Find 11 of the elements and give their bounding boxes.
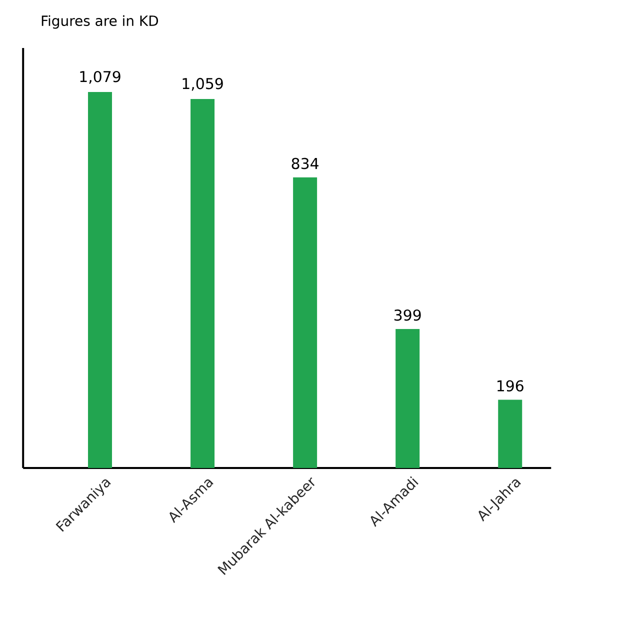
bar <box>293 177 318 468</box>
data-label: 834 <box>292 158 318 170</box>
bar <box>396 328 420 468</box>
data-label: 399 <box>394 309 421 321</box>
y-axis-title: Figures are in KD <box>42 15 158 29</box>
bar <box>88 92 112 468</box>
data-label: 1,059 <box>182 78 223 91</box>
data-label: 196 <box>497 380 524 392</box>
bar <box>498 400 522 468</box>
data-label: 1,079 <box>80 70 120 84</box>
bar <box>190 98 215 468</box>
